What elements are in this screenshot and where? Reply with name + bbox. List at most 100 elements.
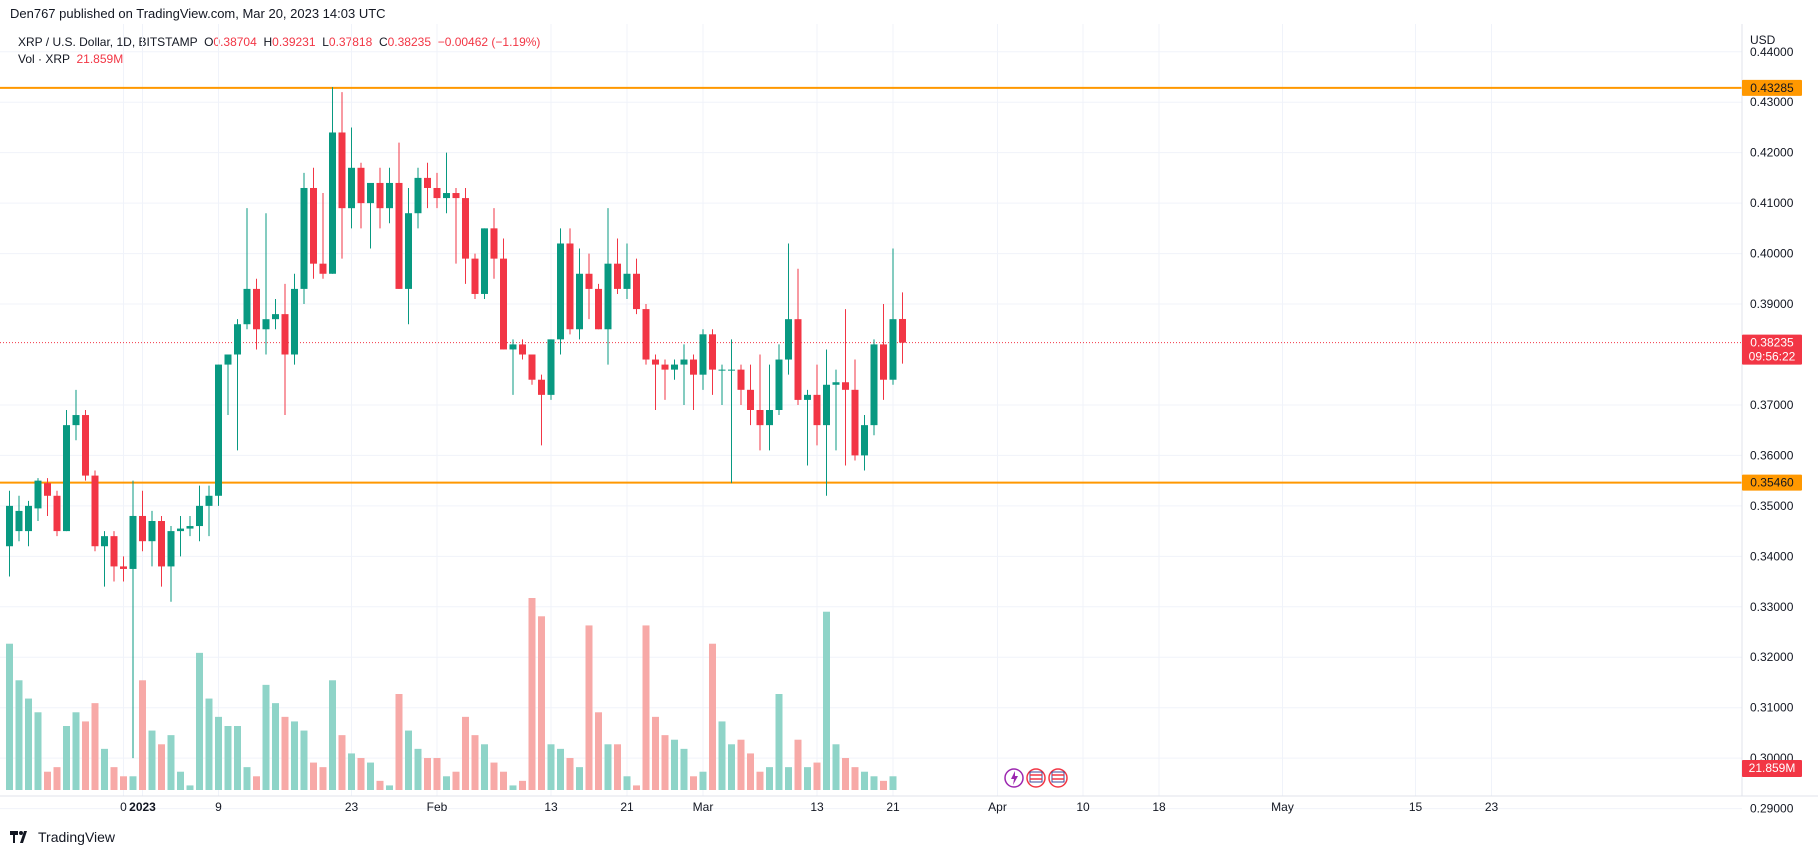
volume-bar <box>823 611 830 790</box>
candle-body <box>680 359 688 365</box>
candle <box>34 478 42 522</box>
candle <box>82 410 89 481</box>
footer-brand[interactable]: TradingView <box>10 829 115 845</box>
candle-body <box>481 228 488 294</box>
candle-body <box>205 495 213 506</box>
candle <box>823 349 830 496</box>
volume-bar <box>53 767 61 790</box>
candle-body <box>709 334 716 370</box>
candle <box>794 268 802 405</box>
candle <box>547 339 555 400</box>
time-tick-label: Mar <box>693 800 714 814</box>
candle <box>443 152 450 214</box>
candle-body <box>633 273 640 310</box>
volume-bar <box>395 694 403 790</box>
volume-bar <box>319 767 327 790</box>
time-tick-label: 0 <box>120 800 127 814</box>
legend-volume-row: Vol · XRP 21.859M <box>18 51 540 68</box>
candle-body <box>528 354 536 380</box>
legend-symbol[interactable]: XRP / U.S. Dollar, 1D, BITSTAMP <box>18 35 198 49</box>
candle-body <box>357 167 365 204</box>
candle-body <box>395 182 403 289</box>
last-volume-badge-text: 21.859M <box>1749 761 1796 775</box>
candle <box>272 298 279 330</box>
time-axis-ticks: 0 2023 9 23 Feb 13 21 Mar 13 21 Apr 10 18 May 15 23 <box>120 800 1498 814</box>
candle-body <box>642 309 650 360</box>
volume-bar <box>452 771 460 790</box>
candle-body <box>737 369 745 390</box>
volume-bar <box>357 758 365 790</box>
candle <box>338 92 346 259</box>
volume-bar <box>481 744 488 790</box>
volume-bar <box>842 758 849 790</box>
volume-bar <box>272 703 279 790</box>
us-economic-event-icon[interactable] <box>1026 768 1046 788</box>
legend-close: 0.38235 <box>387 35 432 49</box>
candle-body <box>139 515 146 542</box>
volume-bar <box>281 716 289 790</box>
volume-bar <box>519 780 526 790</box>
level-price-badge: 0.43285 <box>1742 79 1802 96</box>
price-tick-label: 0.44000 <box>1750 45 1794 59</box>
candle <box>424 162 431 209</box>
us-economic-event-icon[interactable] <box>1048 768 1068 788</box>
candle-body <box>186 526 194 529</box>
volume-bar <box>794 739 802 790</box>
candle <box>604 208 612 365</box>
dividend-event-icon[interactable] <box>1004 768 1024 788</box>
volume-bar <box>737 739 745 790</box>
candle-body <box>433 187 441 199</box>
candle-body <box>718 369 726 371</box>
candle-body <box>243 288 251 325</box>
volume-bar <box>262 684 270 790</box>
candle-body <box>63 425 70 532</box>
candle-body <box>158 521 165 567</box>
legend-low-label: L <box>322 35 329 49</box>
price-tick-label: 0.33000 <box>1750 600 1794 614</box>
candle <box>101 531 108 587</box>
candle <box>576 248 583 340</box>
candle <box>642 304 650 365</box>
candle <box>633 258 640 315</box>
candle <box>120 556 127 582</box>
candle-body <box>414 177 422 214</box>
last-price-badge-text: 0.38235 <box>1750 336 1794 350</box>
candle <box>500 238 507 350</box>
candle-body <box>585 273 593 289</box>
volume-bar <box>804 767 811 790</box>
candle-body <box>281 314 289 355</box>
candle-body <box>851 389 859 456</box>
volume-bar <box>348 753 355 790</box>
volume-bar <box>72 712 80 790</box>
last-price-badge-bg <box>1742 334 1802 365</box>
candle <box>861 415 868 471</box>
candle <box>490 208 498 279</box>
price-tick-label: 0.37000 <box>1750 398 1794 412</box>
candle <box>623 243 631 299</box>
candle <box>91 470 99 552</box>
time-tick-label: 18 <box>1152 800 1166 814</box>
candle-body <box>82 415 89 476</box>
candle-body <box>376 182 384 209</box>
legend-high: 0.39231 <box>272 35 316 49</box>
price-tick-label: 0.41000 <box>1750 196 1794 210</box>
candle <box>376 167 384 229</box>
legend-volume-label[interactable]: Vol · XRP <box>18 52 70 66</box>
candle-body <box>443 193 450 199</box>
volume-bar <box>557 748 564 790</box>
candle-body <box>861 425 868 456</box>
volume-bar <box>604 744 612 790</box>
volume-bar <box>291 721 298 790</box>
candle-body <box>547 339 555 395</box>
volume-bar <box>889 776 897 790</box>
candle-body <box>196 505 203 527</box>
candle <box>661 359 669 400</box>
candle <box>842 309 849 466</box>
candle-body <box>557 243 564 340</box>
last-volume-badge: 21.859M <box>1742 760 1802 777</box>
price-tick-label: 0.43000 <box>1750 95 1794 109</box>
candle-body <box>25 505 32 532</box>
volume-bar <box>595 712 602 790</box>
